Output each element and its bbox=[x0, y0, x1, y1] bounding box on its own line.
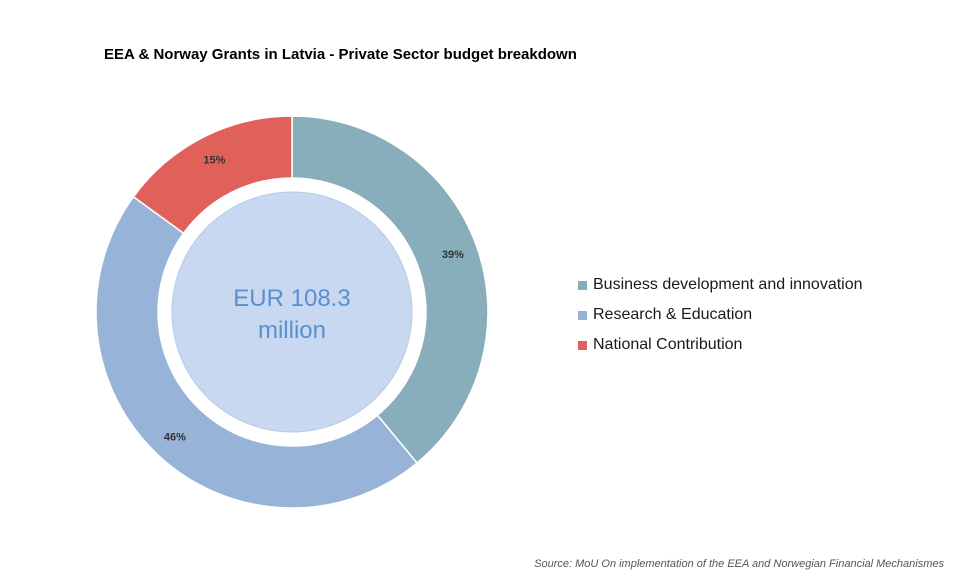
legend-label-national: National Contribution bbox=[593, 336, 743, 353]
source-note: Source: MoU On implementation of the EEA… bbox=[534, 558, 944, 570]
legend-swatch-research bbox=[578, 310, 587, 320]
legend-item-research[interactable]: Research & Education bbox=[578, 300, 863, 330]
chart-legend: Business development and innovation Rese… bbox=[578, 270, 863, 360]
legend-swatch-business bbox=[578, 280, 587, 290]
donut-slice-business[interactable] bbox=[291, 115, 489, 465]
legend-swatch-national bbox=[578, 340, 587, 350]
legend-item-national[interactable]: National Contribution bbox=[578, 330, 863, 360]
data-label-business: 39% bbox=[442, 249, 464, 261]
legend-label-research: Research & Education bbox=[593, 306, 753, 323]
legend-label-business: Business development and innovation bbox=[593, 276, 863, 293]
legend-item-business[interactable]: Business development and innovation bbox=[578, 270, 863, 300]
data-label-research: 46% bbox=[164, 432, 186, 444]
donut-slice-national[interactable] bbox=[132, 115, 293, 235]
donut-slice-research[interactable] bbox=[95, 195, 418, 509]
center-circle bbox=[171, 191, 413, 433]
chart-title: EEA & Norway Grants in Latvia - Private … bbox=[104, 46, 577, 63]
center-label-line-2: million bbox=[258, 317, 326, 344]
data-label-national: 15% bbox=[203, 155, 225, 167]
center-label-line-1: EUR 108.3 bbox=[233, 285, 350, 312]
